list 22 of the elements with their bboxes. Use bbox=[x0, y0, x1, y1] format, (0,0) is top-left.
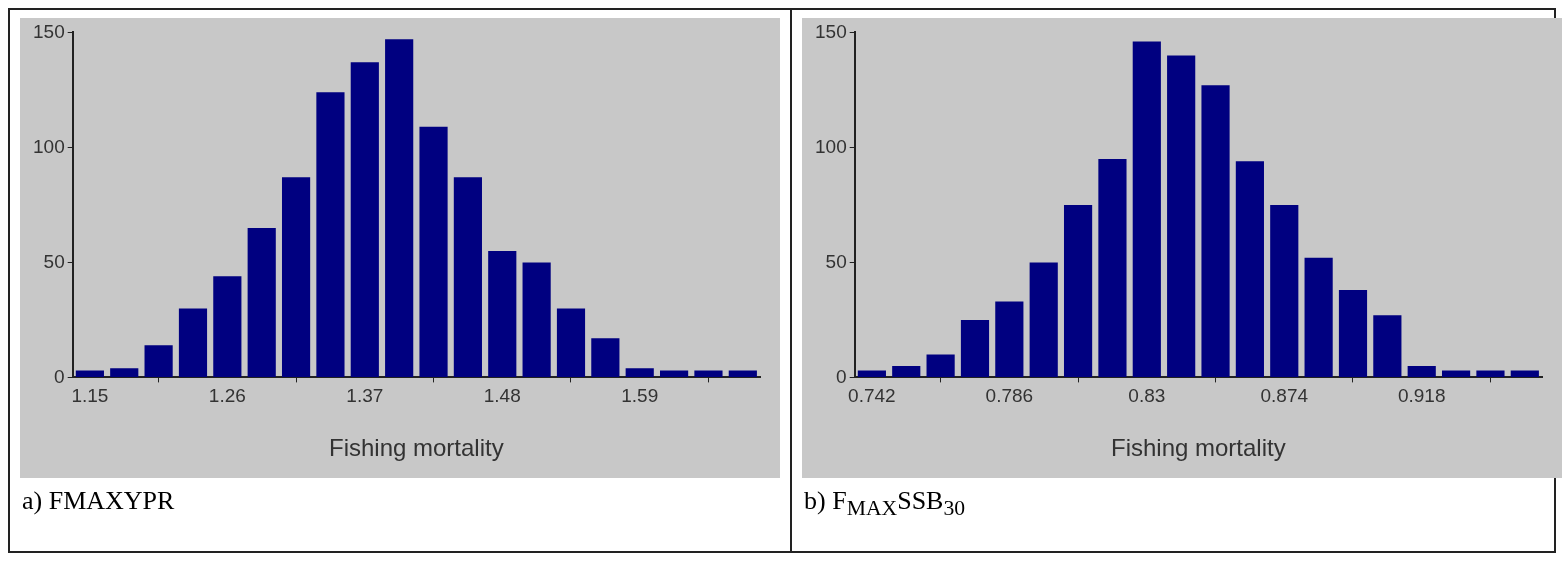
x-axis-title: Fishing mortality bbox=[328, 434, 504, 462]
x-tick-label: 1.37 bbox=[346, 385, 384, 407]
x-tick-label: 0.918 bbox=[1397, 385, 1446, 407]
y-tick-label: 50 bbox=[43, 250, 65, 272]
x-tick-label: 1.15 bbox=[71, 385, 109, 407]
x-tick-label: 0.83 bbox=[1128, 385, 1166, 407]
x-tick-label: 0.742 bbox=[848, 385, 896, 407]
x-tick-label: 0.874 bbox=[1260, 385, 1309, 407]
x-tick-label: 1.59 bbox=[621, 385, 659, 407]
x-tick-label: 1.26 bbox=[208, 385, 246, 407]
y-tick-label: 150 bbox=[33, 20, 65, 42]
text: b) F$_{MAX}$SSB$_{30}$ bbox=[803, 485, 967, 523]
x-axis-title: Fishing mortality bbox=[1110, 434, 1286, 462]
x-tick-label: 0.786 bbox=[985, 385, 1034, 407]
x-tick-label: 1.48 bbox=[483, 385, 521, 407]
y-tick-label: 0 bbox=[836, 365, 847, 387]
y-tick-label: 150 bbox=[815, 20, 847, 42]
y-tick-label: 0 bbox=[54, 365, 65, 387]
y-tick-label: 100 bbox=[33, 135, 65, 157]
text: a) FMAXYPR bbox=[21, 485, 176, 517]
y-tick-label: 100 bbox=[815, 135, 847, 157]
y-tick-label: 50 bbox=[825, 250, 847, 272]
